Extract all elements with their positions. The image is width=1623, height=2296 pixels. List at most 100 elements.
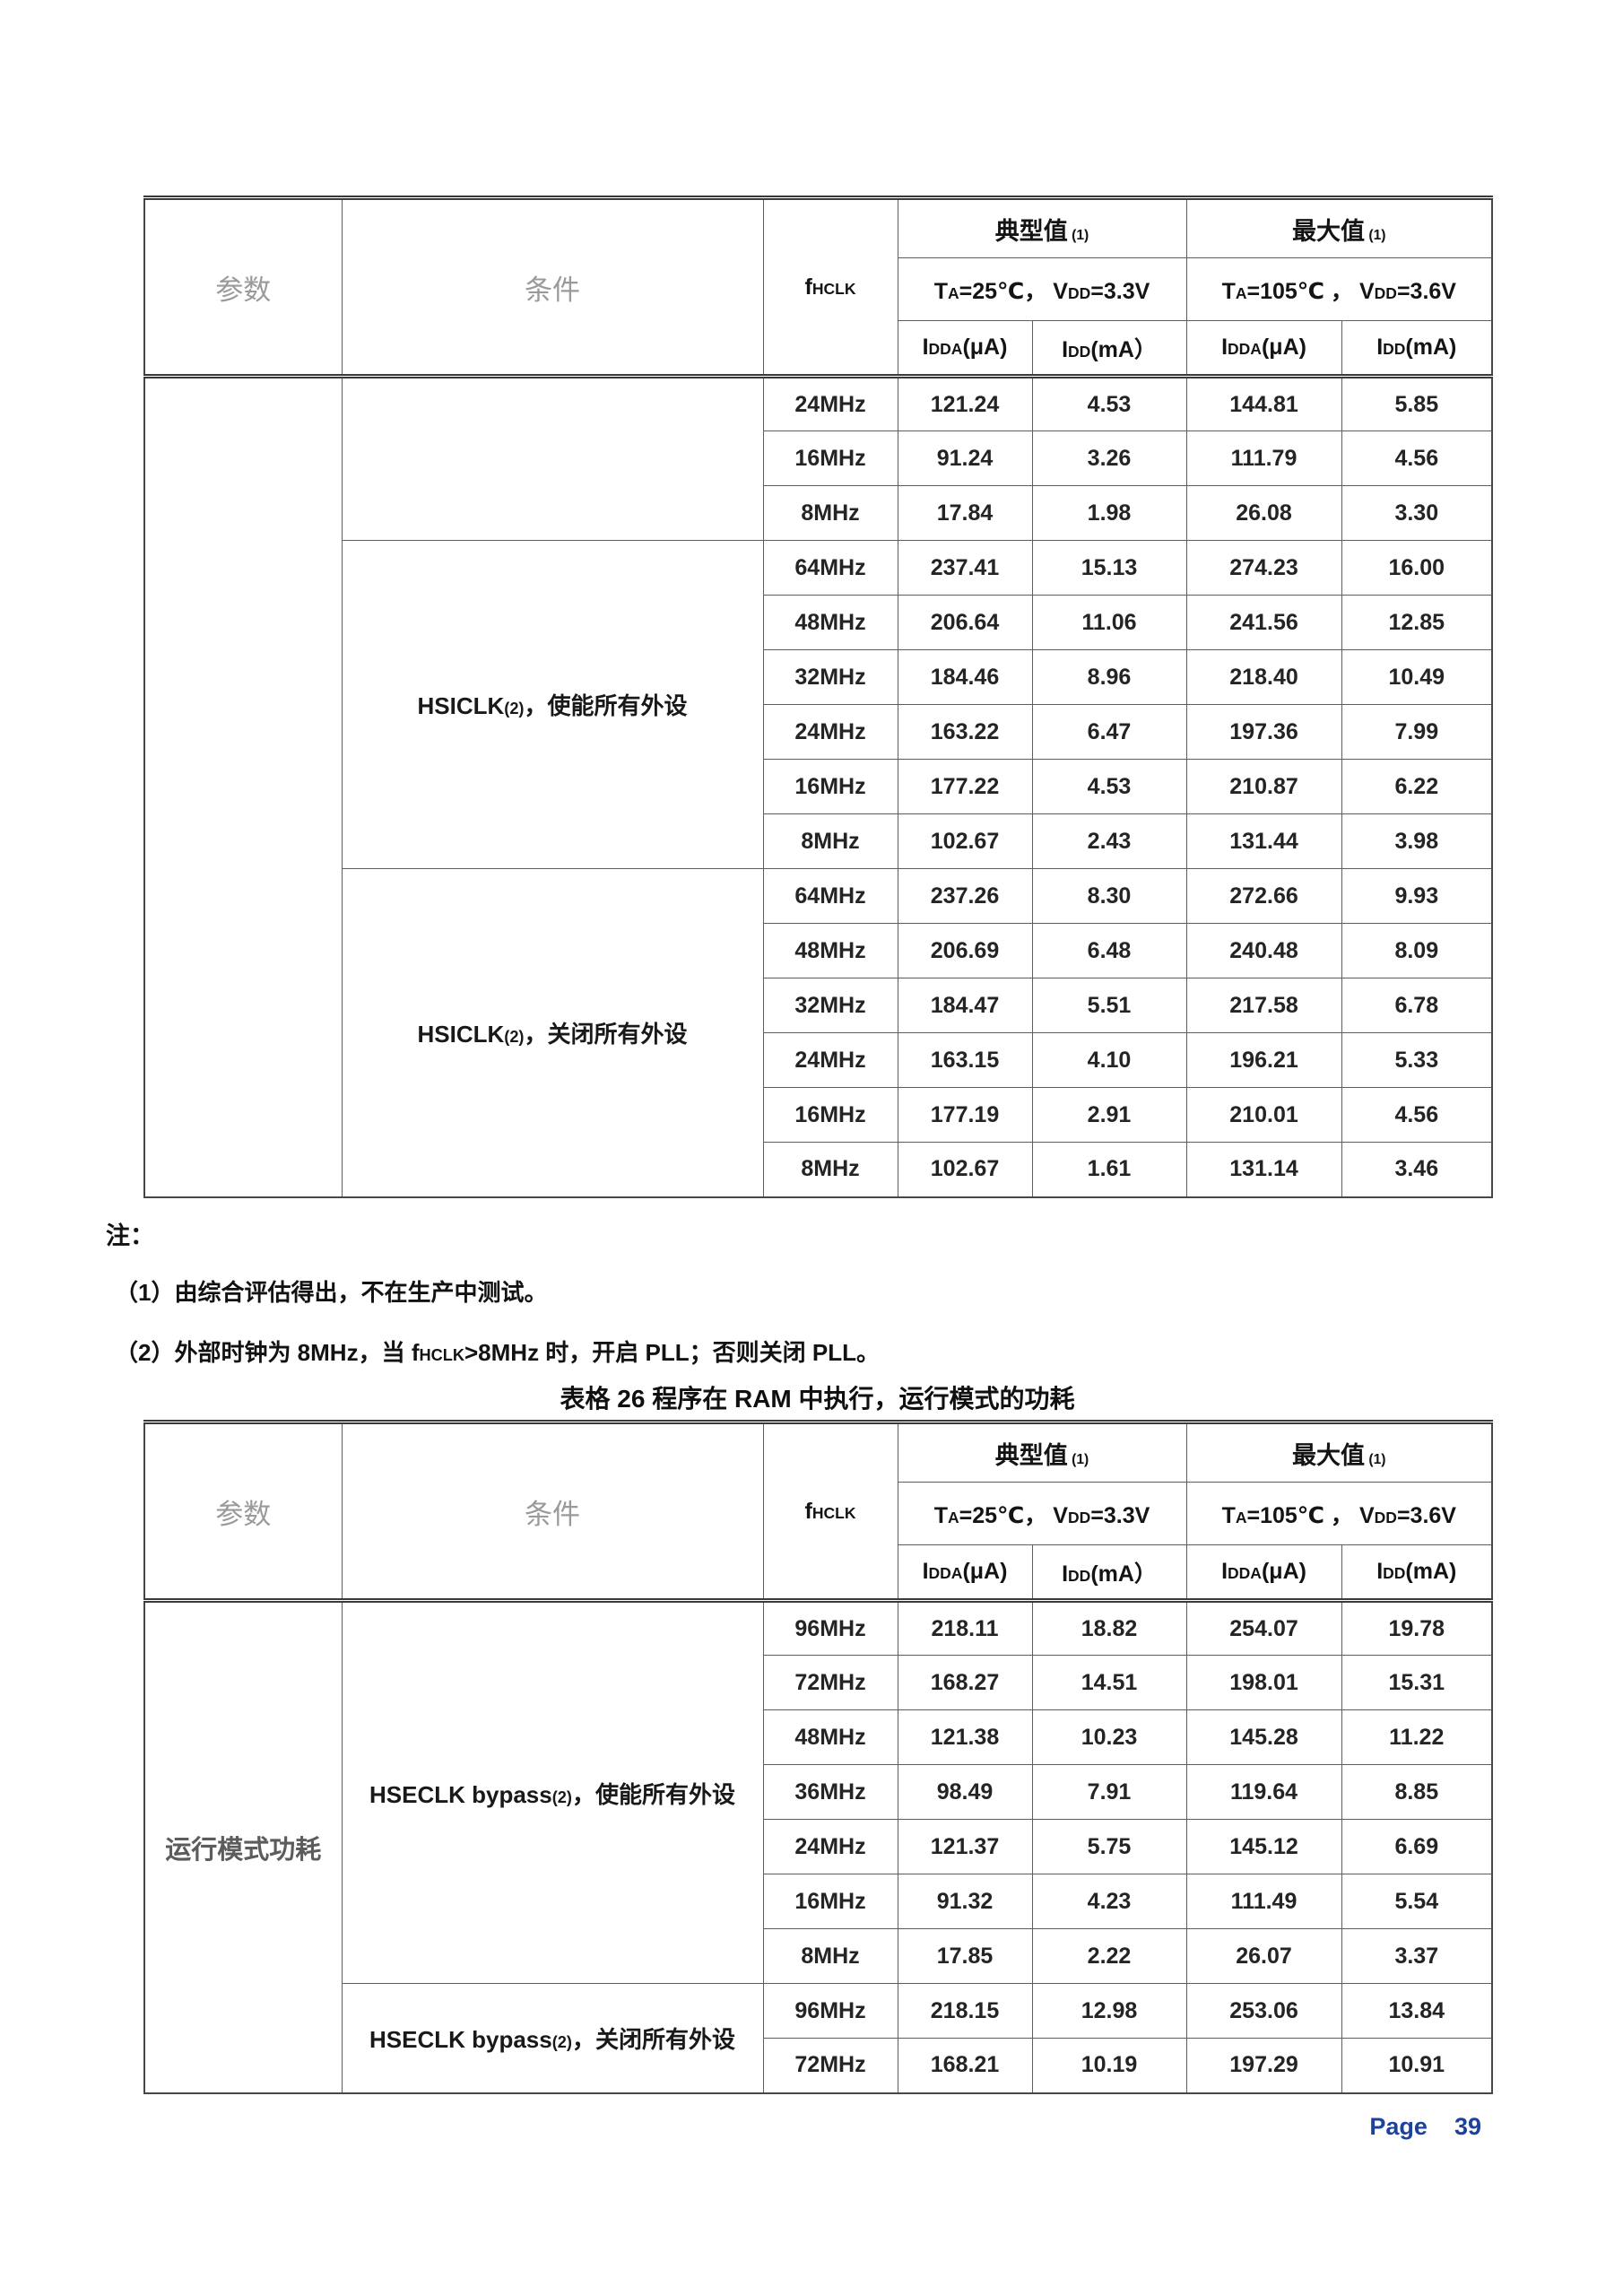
table-row: 24MHz 163.15 4.10 196.21 5.33 (144, 1032, 1493, 1088)
value-cell: 10.19 (1031, 2038, 1187, 2093)
table-row: HSICLK(2)，关闭所有外设 64MHz 237.26 8.30 272.66 9.9… (144, 868, 1493, 1197)
text-segment: HSECLK bypass (369, 2025, 552, 2053)
subscript-text: HCLK (419, 1346, 464, 1364)
subscript-text: A (1235, 283, 1247, 302)
value-cell: 102.67 (897, 1142, 1033, 1197)
value-cell: 8.96 (1031, 649, 1187, 705)
subscript-text: (1) (1067, 1451, 1089, 1467)
value-cell: 6.47 (1031, 704, 1187, 760)
subscript-text: DD (1383, 1564, 1406, 1582)
table-row: 16MHz 91.24 3.26 111.79 4.56 (144, 430, 1493, 486)
value-cell: 145.12 (1185, 1819, 1342, 1874)
text-segment: V (1358, 278, 1375, 304)
value-cell: 12.85 (1341, 595, 1493, 650)
value-cell: 8.30 (1031, 868, 1187, 924)
subscript-text: (1) (1365, 1451, 1386, 1467)
value-cell: 274.23 (1185, 540, 1342, 596)
text-segment: =25℃， (959, 278, 1054, 304)
text-segment: T (1221, 1502, 1236, 1528)
text-segment: T (1221, 278, 1236, 304)
subscript-text: DD (1374, 1508, 1397, 1526)
value-cell: 197.36 (1185, 704, 1342, 760)
text-segment: HSICLK (417, 1020, 505, 1048)
value-cell: 15.13 (1031, 540, 1187, 596)
condition-cell (341, 376, 764, 541)
value-cell: 119.64 (1185, 1764, 1342, 1820)
value-cell: 3.46 (1341, 1142, 1493, 1197)
freq-cell: 48MHz (762, 923, 898, 978)
freq-cell: 64MHz (762, 868, 898, 924)
text-segment: 典型值 (994, 1441, 1068, 1469)
subscript-text: DD (1068, 1566, 1091, 1585)
text-segment: 典型值 (994, 217, 1068, 245)
value-cell: 121.38 (897, 1709, 1033, 1765)
text-segment: I (922, 1559, 929, 1584)
power-table-flash-container: 参数 条件 fHCLK 典型值 (1) 最大值 (1) TA=25℃， VDD=3.3V T… (143, 196, 1494, 1198)
value-cell: 8.85 (1341, 1764, 1493, 1820)
value-cell: 16.00 (1341, 540, 1493, 596)
text-segment: I (922, 335, 929, 360)
freq-cell: 8MHz (762, 1142, 898, 1197)
text-segment: (mA） (1090, 336, 1157, 362)
value-cell: 11.22 (1341, 1709, 1493, 1765)
value-cell: 197.29 (1185, 2038, 1342, 2093)
text-segment: (mA) (1405, 1559, 1457, 1584)
text-segment: =3.3V (1090, 1502, 1150, 1528)
subscript-text: DD (1374, 283, 1397, 302)
text-segment: ，使能所有外设 (571, 1780, 735, 1808)
value-cell: 168.21 (897, 2038, 1033, 2093)
table-row: 8MHz 102.67 1.61 131.14 3.46 (144, 1142, 1493, 1197)
subscript-text: HCLK (812, 279, 856, 298)
value-cell: 14.51 (1031, 1655, 1187, 1710)
param-cell (143, 376, 343, 1197)
table-row: 72MHz 168.21 10.19 197.29 10.91 (144, 2038, 1493, 2093)
condition-cell: HSECLK bypass(2)，关闭所有外设 (341, 1983, 764, 2093)
value-cell: 218.40 (1185, 649, 1342, 705)
value-cell: 240.48 (1185, 923, 1342, 978)
value-cell: 5.33 (1341, 1032, 1493, 1088)
run-mode-power-table-flash: 参数 条件 fHCLK 典型值 (1) 最大值 (1) TA=25℃， VDD=3.3V T… (143, 196, 1494, 1198)
text-segment: T (933, 278, 948, 304)
header-typical: 典型值 (1) (897, 1422, 1187, 1483)
table-row: 72MHz 168.27 14.51 198.01 15.31 (144, 1655, 1493, 1710)
subscript-text: DD (1067, 1508, 1091, 1526)
header-max: 最大值 (1) (1185, 197, 1493, 258)
text-segment: ，关闭所有外设 (524, 1020, 688, 1048)
text-segment: (μA) (962, 335, 1008, 360)
value-cell: 210.01 (1185, 1087, 1342, 1143)
value-cell: 1.61 (1031, 1142, 1187, 1197)
table-row: 16MHz 91.32 4.23 111.49 5.54 (144, 1874, 1493, 1929)
value-cell: 8.09 (1341, 923, 1493, 978)
text-segment: I (1376, 1559, 1384, 1584)
text-segment: f (804, 1498, 812, 1524)
value-cell: 91.32 (897, 1874, 1033, 1929)
value-cell: 4.53 (1031, 759, 1187, 814)
text-segment: (mA） (1090, 1561, 1157, 1587)
value-cell: 3.37 (1341, 1928, 1493, 1984)
header-idd-max: IDD(mA) (1341, 1544, 1493, 1603)
header-param: 参数 (143, 1422, 343, 1603)
subscript-text: HCLK (812, 1503, 856, 1522)
value-cell: 3.98 (1341, 813, 1493, 869)
value-cell: 17.84 (897, 485, 1033, 541)
table-row: HSICLK(2)，使能所有外设 64MHz 237.41 15.13 274.23 16… (144, 540, 1493, 869)
value-cell: 102.67 (897, 813, 1033, 869)
header-condition: 条件 (341, 197, 764, 378)
subscript-text: (2) (504, 1027, 525, 1046)
subscript-text: DDA (1228, 1564, 1262, 1582)
freq-cell: 96MHz (762, 1983, 898, 2039)
value-cell: 111.79 (1185, 430, 1342, 486)
text-segment: T (933, 1502, 948, 1528)
value-cell: 4.56 (1341, 430, 1493, 486)
value-cell: 241.56 (1185, 595, 1342, 650)
value-cell: 11.06 (1031, 595, 1187, 650)
note-1: （1）由综合评估得出，不在生产中测试。 (115, 1279, 548, 1306)
value-cell: 177.19 (897, 1087, 1033, 1143)
text-segment: =3.6V (1396, 1502, 1456, 1528)
subscript-text: (2) (551, 1787, 572, 1806)
table-row: 36MHz 98.49 7.91 119.64 8.85 (144, 1764, 1493, 1820)
value-cell: 91.24 (897, 430, 1033, 486)
value-cell: 6.48 (1031, 923, 1187, 978)
header-idd-typical: IDD(mA） (1031, 1544, 1187, 1603)
value-cell: 26.08 (1185, 485, 1342, 541)
